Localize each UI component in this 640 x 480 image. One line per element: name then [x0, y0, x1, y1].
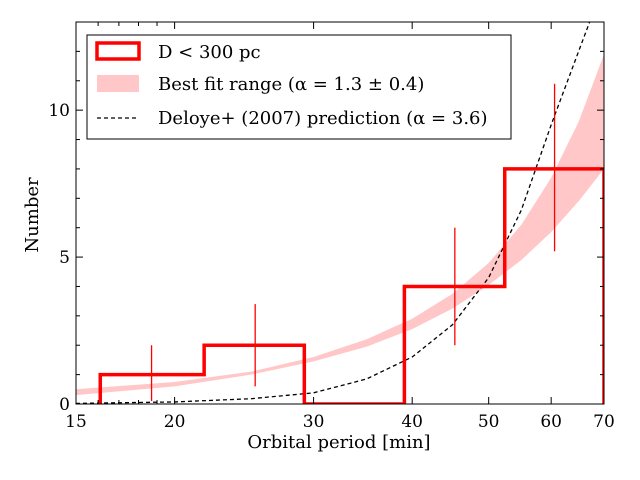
x-tick-label-60: 60 [540, 412, 562, 432]
legend-label-histogram: D < 300 pc [158, 42, 261, 63]
legend: D < 300 pc Best fit range (α = 1.3 ± 0.4)… [86, 34, 512, 140]
x-tick-label-70: 70 [593, 412, 615, 432]
legend-swatch-fit-band [97, 75, 139, 92]
x-tick-label-15: 15 [65, 412, 87, 432]
legend-label-fit-band: Best fit range (α = 1.3 ± 0.4) [158, 74, 424, 95]
axes-frame [75, 21, 605, 405]
legend-swatch-histogram [95, 41, 141, 61]
x-tick-label-40: 40 [401, 412, 423, 432]
y-tick-label-10: 10 [48, 101, 70, 121]
legend-box [86, 34, 512, 140]
x-tick-label-20: 20 [164, 412, 186, 432]
x-axis-label: Orbital period [min] [247, 432, 430, 453]
y-tick-label-5: 5 [59, 248, 70, 268]
axes: 15 20 30 40 50 60 70 0 5 10 [48, 21, 615, 432]
prediction-line [76, 22, 591, 404]
x-tick-label-30: 30 [303, 412, 325, 432]
histogram-steps [98, 167, 604, 404]
legend-label-prediction: Deloye+ (2007) prediction (α = 3.6) [158, 108, 488, 129]
plot-area [76, 22, 604, 404]
y-axis-label: Number [22, 177, 43, 253]
y-tick-label-0: 0 [59, 395, 70, 415]
x-tick-label-50: 50 [478, 412, 500, 432]
